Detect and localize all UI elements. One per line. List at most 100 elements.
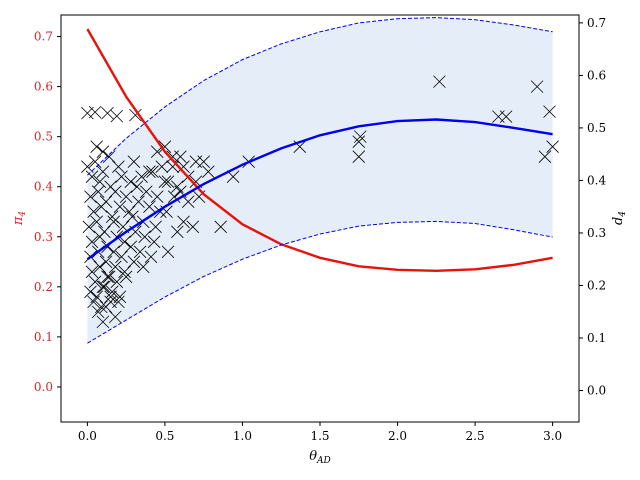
scatter-point <box>93 230 107 244</box>
x-tick-label: 2.0 <box>388 429 407 443</box>
scatter-point <box>140 185 153 198</box>
scatter-point <box>85 170 99 183</box>
left-y-tick-label: 0.4 <box>34 180 53 194</box>
scatter-point <box>104 290 117 304</box>
scatter-point <box>81 106 94 120</box>
right-y-axis-title: d4 <box>611 211 628 225</box>
scatter-point <box>105 210 119 223</box>
scatter-point <box>85 265 99 279</box>
scatter-point <box>90 140 103 153</box>
scatter-point <box>354 130 367 143</box>
scatter-point <box>118 265 131 279</box>
x-tick-label: 0.0 <box>78 429 97 443</box>
left-y-tick-label: 0.5 <box>34 130 53 144</box>
scatter-point <box>91 305 105 319</box>
scatter-point <box>84 285 97 299</box>
scatter-point <box>109 260 122 274</box>
left-y-axis-title-sub: 4 <box>18 211 28 218</box>
scatter-point <box>88 105 102 119</box>
right-y-axis-title-sub: 4 <box>618 211 628 218</box>
scatter-point <box>107 245 120 259</box>
scatter-point <box>530 80 544 93</box>
scatter-point <box>433 75 446 88</box>
x-axis-title-sub: AD <box>316 456 331 466</box>
right-y-tick-label: 0.5 <box>587 121 606 135</box>
right-y-tick-label: 0.3 <box>587 226 606 240</box>
series-lines <box>86 17 553 344</box>
scatter-point <box>90 215 103 229</box>
scatter-point <box>130 180 144 193</box>
scatter-point <box>101 270 114 284</box>
scatter-point <box>102 150 116 163</box>
left-y-tick-label: 0.0 <box>34 380 53 394</box>
scatter-point <box>161 245 175 259</box>
scatter-point <box>95 200 108 213</box>
x-axis-title-main: θ <box>309 449 317 464</box>
scatter-point <box>96 280 110 294</box>
scatter-point <box>82 220 96 234</box>
scatter-point <box>546 140 559 153</box>
scatter-point <box>197 155 210 168</box>
scatter-point <box>202 165 215 178</box>
scatter-point <box>124 175 138 188</box>
scatter-point <box>102 270 116 284</box>
scatter-point <box>129 108 142 122</box>
scatter-point <box>499 110 513 123</box>
scatter-point <box>99 255 113 269</box>
scatter-point <box>177 160 190 173</box>
scatter-point <box>93 260 107 274</box>
scatter-point <box>119 190 133 203</box>
scatter-point <box>110 109 124 123</box>
scatter-point <box>115 250 128 264</box>
scatter-point <box>113 290 127 304</box>
scatter-point <box>101 106 114 120</box>
right-y-axis-ticks: 0.0 0.1 0.2 0.3 0.4 0.5 0.6 0.7 <box>579 16 606 397</box>
x-tick-label: 1.5 <box>310 429 329 443</box>
left-y-axis-title-main: π <box>11 216 26 226</box>
scatter-point <box>109 310 122 324</box>
x-axis-ticks: 0.0 0.5 1.0 1.5 2.0 2.5 3.0 <box>78 422 562 443</box>
scatter-point <box>135 170 148 183</box>
scatter-point <box>126 210 139 223</box>
scatter-point <box>118 235 131 249</box>
scatter-point <box>96 315 110 329</box>
right-y-tick-label: 0.1 <box>587 331 606 345</box>
scatter-point <box>113 200 127 213</box>
scatter-point <box>177 215 190 229</box>
scatter-point <box>214 220 227 234</box>
scatter-point <box>115 170 128 183</box>
d4-curve <box>86 118 553 261</box>
scatter-point <box>352 135 366 148</box>
d4-upper-bound-line <box>87 17 553 176</box>
left-y-tick-label: 0.7 <box>34 30 53 44</box>
scatter-point <box>84 190 97 203</box>
right-y-tick-label: 0.4 <box>587 173 606 187</box>
scatter-point <box>124 240 138 254</box>
scatter-point <box>127 255 141 269</box>
scatter-point <box>147 235 161 249</box>
scatter-point <box>138 230 151 244</box>
scatter-point <box>167 190 181 203</box>
scatter-point <box>161 175 175 188</box>
scatter-point <box>543 105 556 118</box>
scatter-point <box>158 140 172 153</box>
scatter-point <box>96 145 110 158</box>
x-axis-title: θAD <box>309 449 331 466</box>
scatter-point <box>166 160 179 173</box>
left-y-axis-ticks: 0.0 0.1 0.2 0.3 0.4 0.5 0.6 0.7 <box>34 30 61 394</box>
right-y-tick-label: 0.6 <box>587 68 606 82</box>
left-y-tick-label: 0.1 <box>34 330 53 344</box>
d4-lower-bound-line <box>87 220 553 344</box>
scatter-point <box>127 155 141 168</box>
x-tick-label: 1.0 <box>233 429 252 443</box>
left-y-tick-label: 0.3 <box>34 230 53 244</box>
scatter-point <box>143 200 156 213</box>
scatter-point <box>91 185 105 198</box>
right-y-tick-label: 0.0 <box>587 383 606 397</box>
scatter-point <box>104 295 117 309</box>
scatter-point <box>150 190 164 203</box>
scatter-point <box>87 295 100 309</box>
scatter-point <box>133 245 147 259</box>
confidence-band <box>87 17 553 344</box>
scatter-point <box>98 280 111 294</box>
